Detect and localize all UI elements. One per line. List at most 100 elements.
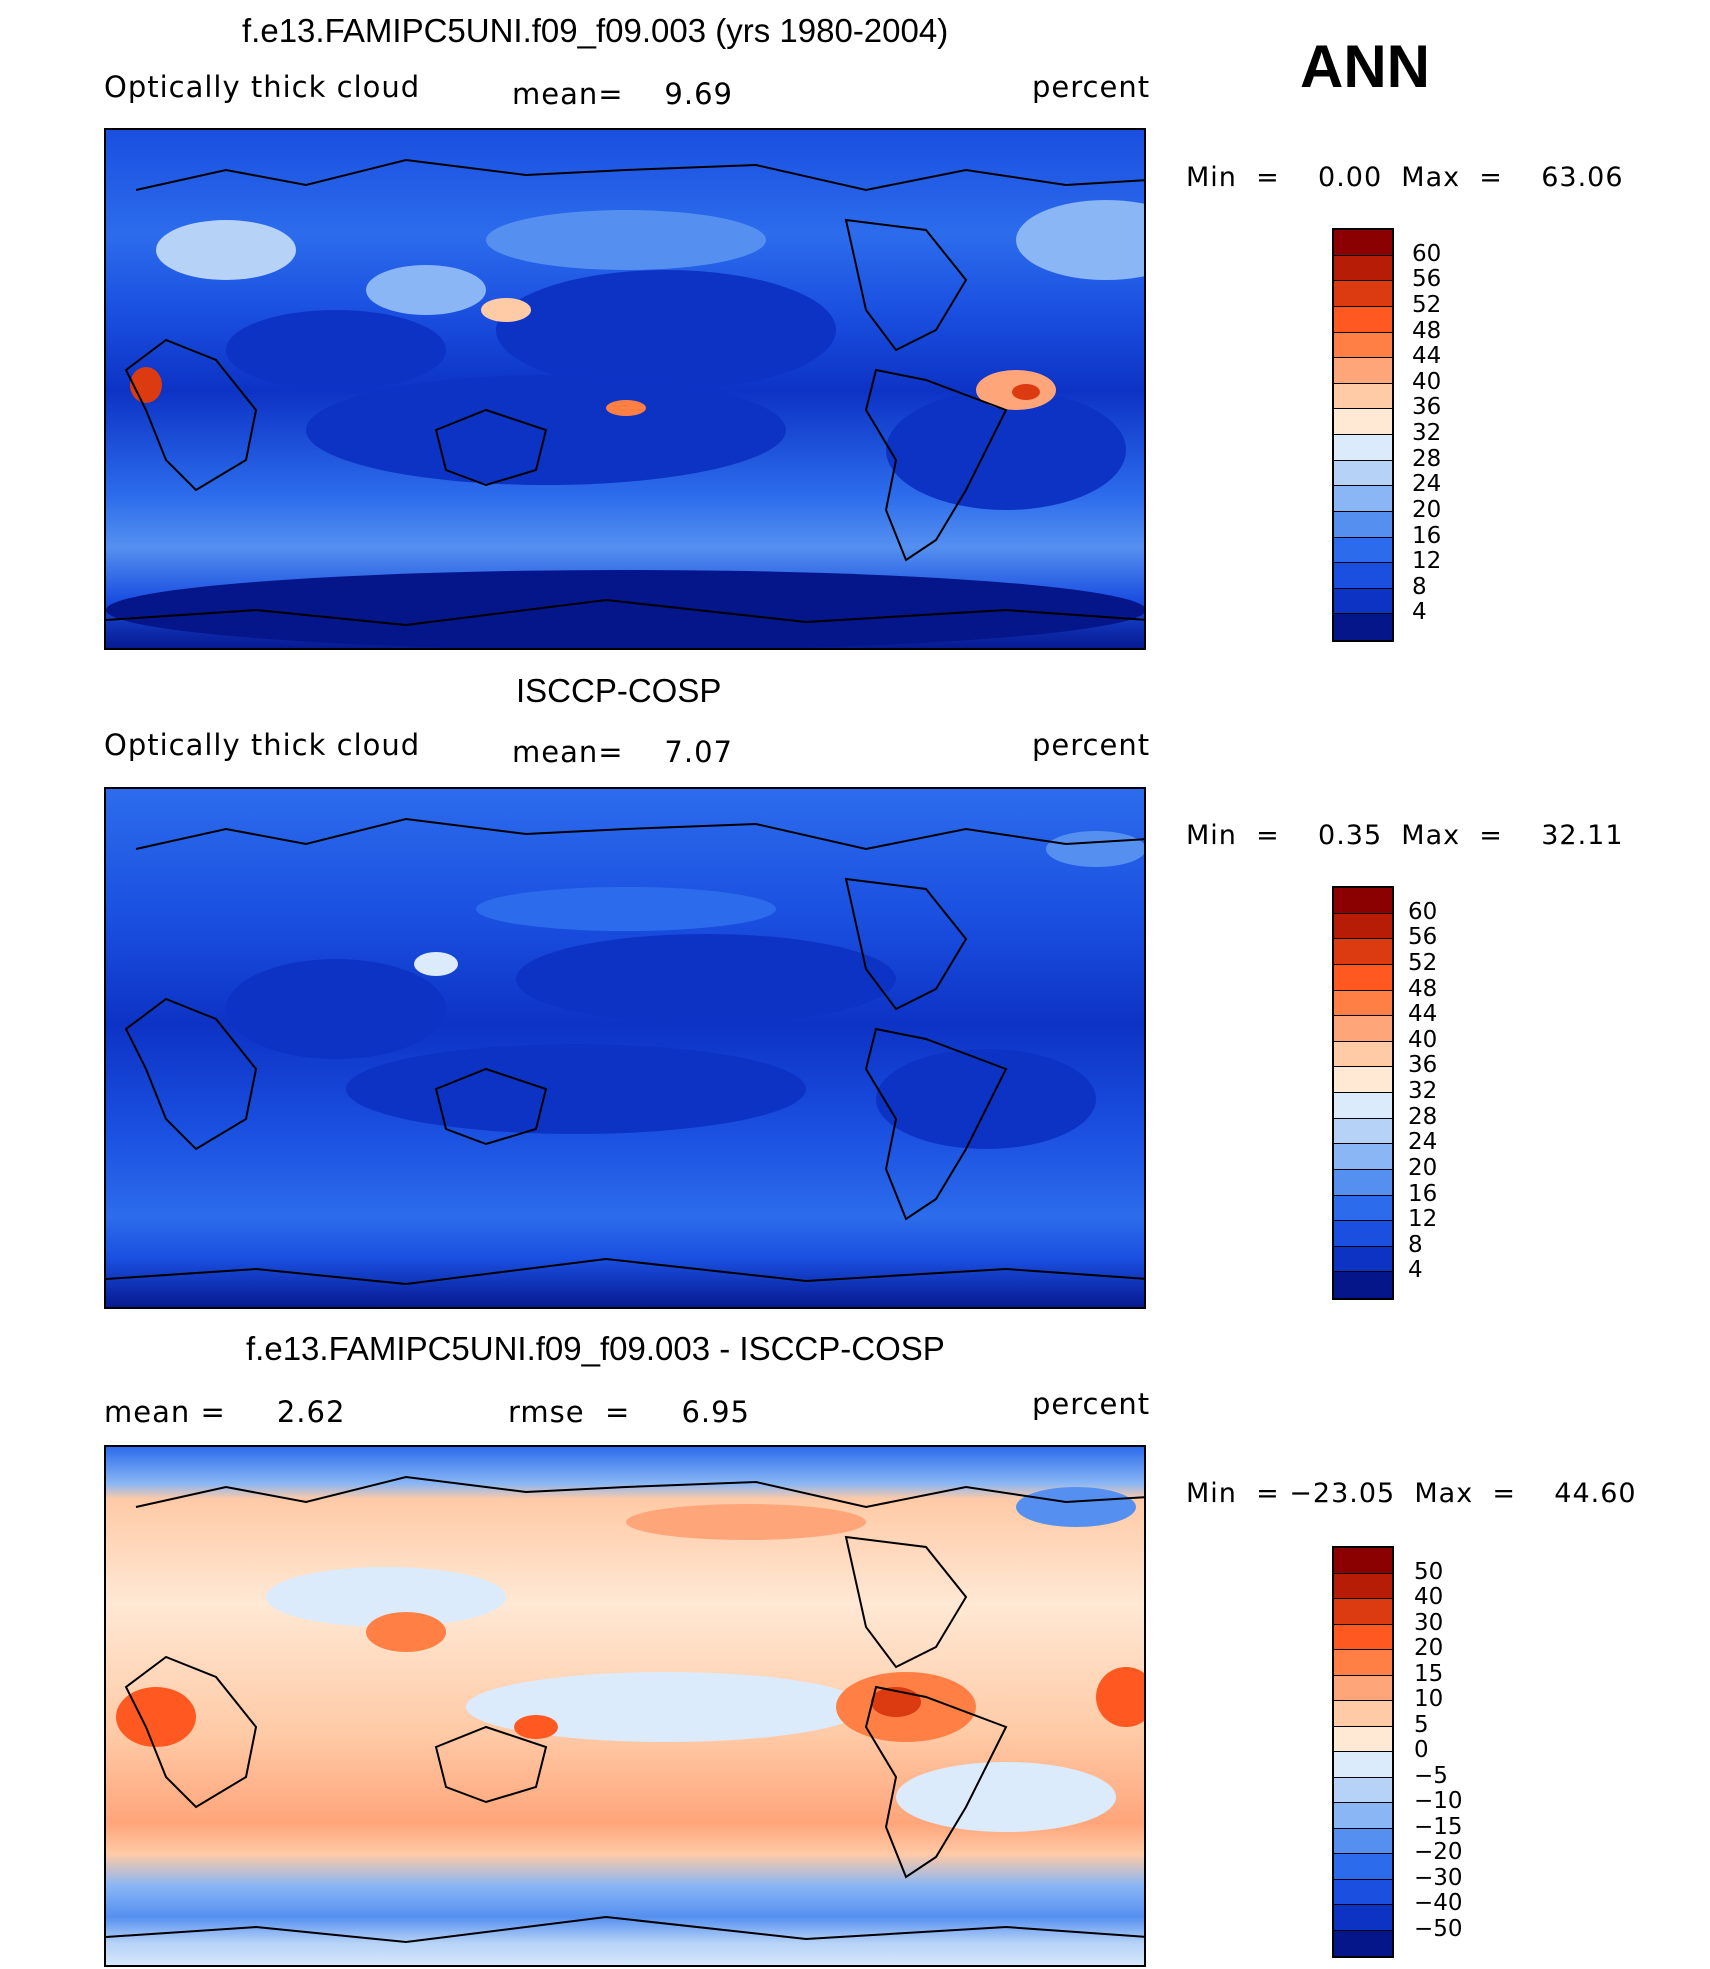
colorbar-tick-label: 48	[1412, 317, 1442, 344]
colorbar	[1332, 228, 1394, 642]
colorbar-tick-label: 8	[1412, 573, 1427, 600]
colorbar-tick-label: 32	[1412, 420, 1442, 446]
colorbar-swatch	[1334, 1118, 1392, 1145]
colorbar-tick-label: 5	[1414, 1711, 1429, 1738]
colorbar	[1332, 886, 1394, 1300]
colorbar-swatch	[1334, 1650, 1392, 1676]
colorbar-swatch	[1334, 1067, 1392, 1093]
colorbar-swatch	[1334, 563, 1392, 589]
colorbar-swatch	[1334, 964, 1392, 991]
colorbar-swatch	[1334, 1169, 1392, 1196]
colorbar-tick-label: 4	[1408, 1257, 1423, 1284]
colorbar-swatch	[1334, 1195, 1392, 1222]
panel-title: f.e13.FAMIPC5UNI.f09_f09.003 - ISCCP-COS…	[246, 1330, 945, 1367]
colorbar-tick-label: −50	[1414, 1915, 1463, 1942]
colorbar-tick-label: 40	[1412, 368, 1442, 395]
colorbar-swatch	[1334, 358, 1392, 384]
colorbar-swatch	[1334, 435, 1392, 461]
colorbar-swatch	[1334, 1701, 1392, 1727]
colorbar-tick-label: 44	[1412, 343, 1442, 370]
colorbar-tick-label: −40	[1414, 1890, 1463, 1916]
map-plot	[104, 1445, 1146, 1967]
colorbar-swatch	[1334, 1246, 1392, 1273]
colorbar-swatch	[1334, 1752, 1392, 1778]
colorbar-swatch	[1334, 1599, 1392, 1625]
colorbar-tick-label: 20	[1414, 1635, 1444, 1661]
colorbar-tick-label: 24	[1412, 471, 1442, 498]
rmse-label: rmse = 6.95	[508, 1395, 751, 1429]
variable-label: Optically thick cloud	[104, 70, 421, 104]
colorbar-tick-label: −30	[1414, 1864, 1463, 1891]
colorbar-tick-label: 4	[1412, 599, 1427, 626]
panel-title: ISCCP-COSP	[516, 672, 722, 709]
colorbar-swatch	[1334, 460, 1392, 487]
colorbar-tick-label: 44	[1408, 1001, 1438, 1028]
mean-label: mean = 2.62	[104, 1395, 346, 1429]
colorbar-tick-label: 16	[1412, 522, 1442, 549]
panel-title: f.e13.FAMIPC5UNI.f09_f09.003 (yrs 1980-2…	[242, 12, 949, 49]
colorbar-swatch	[1334, 913, 1392, 940]
colorbar-swatch	[1334, 1777, 1392, 1803]
colorbar-tick-label: 36	[1412, 394, 1442, 421]
colorbar-swatch	[1334, 1828, 1392, 1854]
colorbar-swatch	[1334, 1016, 1392, 1042]
colorbar-swatch	[1334, 1144, 1392, 1170]
colorbar-tick-label: 56	[1412, 266, 1442, 293]
min-max-label: Min = −23.05 Max = 44.60	[1186, 1478, 1637, 1509]
min-max-label: Min = 0.00 Max = 63.06	[1186, 162, 1624, 193]
season-label: ANN	[1300, 33, 1430, 100]
colorbar-tick-label: 28	[1408, 1103, 1438, 1130]
units-label: percent	[1032, 1387, 1151, 1421]
colorbar-swatch	[1334, 939, 1392, 965]
map-plot	[104, 128, 1146, 650]
colorbar-swatch	[1334, 1726, 1392, 1752]
colorbar-tick-label: 0	[1414, 1737, 1429, 1763]
colorbar-tick-label: 28	[1412, 445, 1442, 472]
colorbar-tick-label: 12	[1408, 1206, 1438, 1233]
colorbar	[1332, 1546, 1394, 1958]
units-label: percent	[1032, 728, 1151, 762]
colorbar-tick-label: −10	[1414, 1788, 1463, 1814]
colorbar-swatch	[1334, 255, 1392, 282]
colorbar-tick-label: 36	[1408, 1052, 1438, 1079]
colorbar-swatch	[1334, 1905, 1392, 1931]
mean-label: mean= 9.69	[512, 77, 733, 111]
colorbar-tick-label: 50	[1414, 1558, 1444, 1585]
colorbar-tick-label: 56	[1408, 924, 1438, 951]
colorbar-swatch	[1334, 614, 1392, 640]
colorbar-swatch	[1334, 1548, 1392, 1574]
colorbar-tick-label: 8	[1408, 1231, 1423, 1258]
mean-label: mean= 7.07	[512, 735, 733, 769]
min-max-label: Min = 0.35 Max = 32.11	[1186, 820, 1624, 851]
colorbar-tick-label: −20	[1414, 1839, 1463, 1865]
colorbar-swatch	[1334, 990, 1392, 1017]
colorbar-tick-label: 30	[1414, 1609, 1444, 1636]
map-plot	[104, 787, 1146, 1309]
colorbar-swatch	[1334, 537, 1392, 564]
colorbar-swatch	[1334, 1803, 1392, 1829]
colorbar-tick-label: −5	[1414, 1762, 1448, 1789]
colorbar-tick-label: 16	[1408, 1180, 1438, 1207]
colorbar-tick-label: −15	[1414, 1813, 1463, 1840]
colorbar-tick-label: 40	[1408, 1026, 1438, 1053]
colorbar-swatch	[1334, 1221, 1392, 1247]
colorbar-swatch	[1334, 511, 1392, 538]
colorbar-swatch	[1334, 1930, 1392, 1956]
colorbar-tick-label: 40	[1414, 1584, 1444, 1610]
colorbar-swatch	[1334, 1854, 1392, 1880]
colorbar-tick-label: 15	[1414, 1660, 1444, 1687]
colorbar-tick-label: 60	[1408, 898, 1438, 925]
colorbar-swatch	[1334, 486, 1392, 512]
colorbar-swatch	[1334, 1675, 1392, 1701]
colorbar-swatch	[1334, 1879, 1392, 1905]
variable-label: Optically thick cloud	[104, 728, 421, 762]
colorbar-swatch	[1334, 1272, 1392, 1298]
colorbar-swatch	[1334, 332, 1392, 359]
colorbar-tick-label: 10	[1414, 1686, 1444, 1712]
colorbar-tick-label: 12	[1412, 548, 1442, 575]
colorbar-tick-label: 48	[1408, 975, 1438, 1002]
colorbar-tick-label: 52	[1412, 291, 1442, 318]
colorbar-swatch	[1334, 1573, 1392, 1599]
colorbar-swatch	[1334, 306, 1392, 333]
colorbar-swatch	[1334, 230, 1392, 256]
